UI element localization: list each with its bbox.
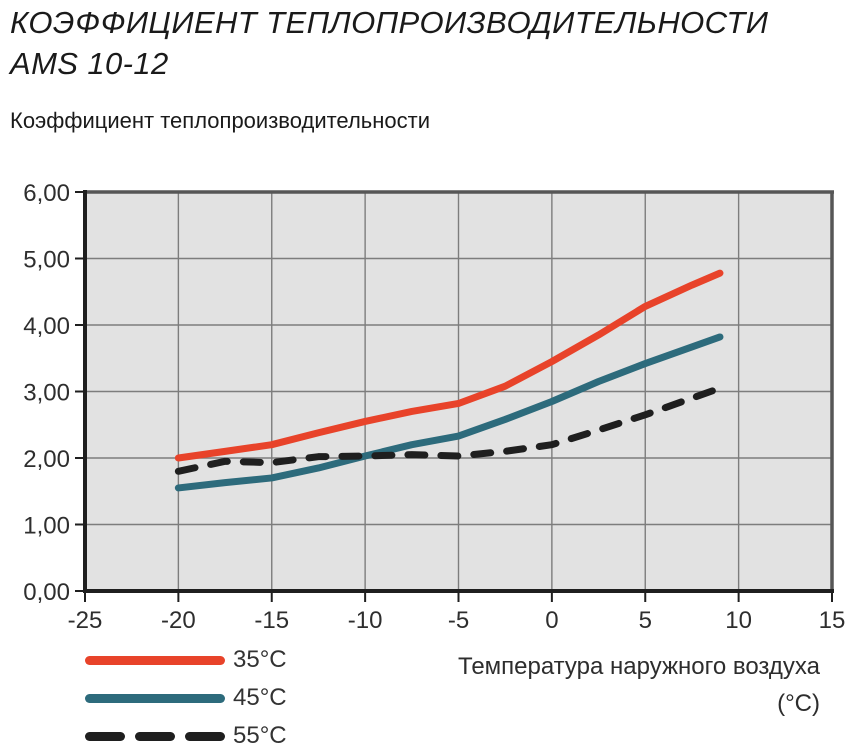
y-tick-label: 3,00 [23, 380, 70, 407]
y-tick-label: 4,00 [23, 313, 70, 340]
series-line-35C [174, 269, 724, 462]
chart-legend: 35°C 45°C 55°C [85, 641, 287, 753]
y-tick-label: 6,00 [23, 180, 70, 207]
x-axis-title-line2: (°C) [777, 690, 820, 717]
y-tick-label: 2,00 [23, 446, 70, 473]
legend-swatch-55c-dashed-line [85, 731, 225, 741]
legend-swatch-35c-line [85, 655, 225, 665]
legend-label-35c: 35°C [233, 646, 287, 673]
legend-label-55c: 55°C [233, 722, 287, 749]
x-tick-label: 5 [639, 607, 652, 634]
legend-swatch-45c-line [85, 693, 225, 703]
x-tick-label: -5 [448, 607, 469, 634]
cop-line-chart: 0,00 1,00 2,00 3,00 4,00 5,00 6,00 -25 -20 -15 -10… [23, 180, 846, 634]
page-title: КОЭФФИЦИЕНТ ТЕПЛОПРОИЗВОДИТЕЛЬНОСТИ AMS … [10, 2, 768, 84]
page-title-line2: AMS 10-12 [10, 46, 169, 81]
y-tick-label: 0,00 [23, 579, 70, 606]
x-tick-label: -10 [348, 607, 383, 634]
legend-label-45c: 45°C [233, 684, 287, 711]
x-tick-label: -15 [254, 607, 289, 634]
x-tick-label: 10 [725, 607, 752, 634]
y-tick-label: 5,00 [23, 247, 70, 274]
series-line-55C [174, 384, 724, 475]
x-axis-title: Температура наружного воздуха (°C) [458, 648, 820, 722]
x-tick-label: 0 [545, 607, 558, 634]
y-tick-label: 1,00 [23, 513, 70, 540]
legend-item-35c: 35°C [85, 641, 287, 679]
legend-item-55c: 55°C [85, 717, 287, 753]
x-tick-label: -20 [161, 607, 196, 634]
x-axis-title-line1: Температура наружного воздуха [458, 653, 820, 680]
legend-item-45c: 45°C [85, 679, 287, 717]
x-tick-label: 15 [819, 607, 846, 634]
chart-title: Коэффициент теплопроизводительности [10, 108, 430, 133]
x-tick-label: -25 [68, 607, 103, 634]
page-title-line1: КОЭФФИЦИЕНТ ТЕПЛОПРОИЗВОДИТЕЛЬНОСТИ [10, 5, 769, 40]
series-line-45C [174, 333, 724, 492]
